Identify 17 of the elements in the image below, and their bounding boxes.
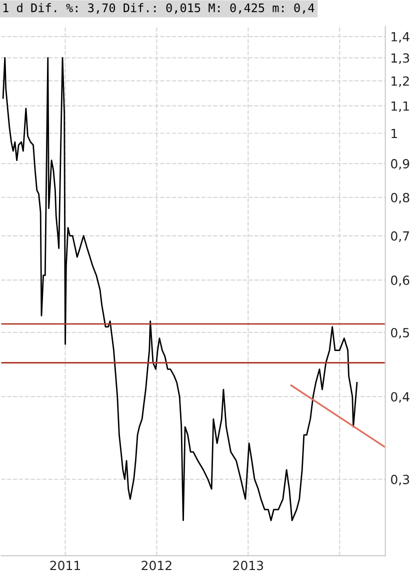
y-tick-label: 1,4 xyxy=(392,32,410,43)
y-tick-label: 0,8 xyxy=(391,192,410,204)
x-tick-label: 2011 xyxy=(50,560,80,570)
y-tick-label: 0,6 xyxy=(391,276,410,286)
y-tick-label: 0,3 xyxy=(391,474,410,486)
y-tick-label: 1,3 xyxy=(392,53,410,64)
y-tick-label: 1 xyxy=(392,128,397,138)
chart-title: 1 d Dif. %: 3,70 Dif.: 0,015 M: 0,425 m: 0,4 xyxy=(3,3,314,14)
y-tick-label: 1,1 xyxy=(392,101,409,112)
y-tick-label: 0,7 xyxy=(391,231,409,242)
y-tick-label: 0,9 xyxy=(391,159,410,170)
y-tick-label: 0,4 xyxy=(391,392,410,403)
x-tick-label: 2013 xyxy=(233,560,264,570)
y-tick-label: 1,2 xyxy=(392,76,409,88)
line-series xyxy=(2,57,358,522)
y-tick-label: 0,5 xyxy=(391,328,409,339)
x-tick-label: 2012 xyxy=(142,560,172,570)
